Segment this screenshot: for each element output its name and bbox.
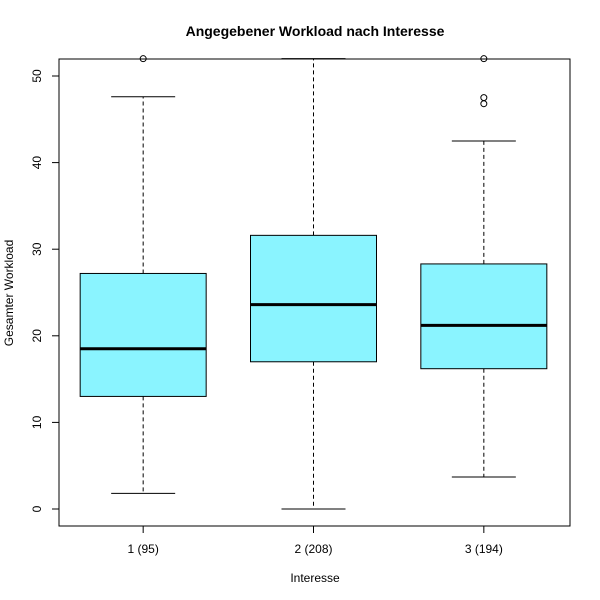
y-tick-label: 50 [30, 69, 44, 83]
x-axis-label: Interesse [290, 571, 340, 585]
x-tick-label: 2 (208) [294, 542, 332, 556]
y-tick-label: 40 [30, 156, 44, 170]
x-axis: 1 (95) 2 (208) 3 (194) [127, 525, 503, 556]
outlier-point [480, 94, 488, 102]
outlier-point [139, 55, 147, 63]
y-tick-label: 10 [30, 415, 44, 429]
outlier-point [480, 100, 488, 108]
x-tick-label: 1 (95) [127, 542, 158, 556]
box-group [420, 55, 548, 478]
y-axis: 0 10 20 30 40 50 [30, 69, 60, 512]
y-tick-label: 0 [30, 505, 44, 512]
chart-title: Angegebener Workload nach Interesse [186, 23, 445, 39]
y-axis-label: Gesamter Workload [2, 240, 16, 346]
box-iqr [250, 234, 377, 363]
box-iqr [79, 272, 207, 397]
y-tick-label: 30 [30, 242, 44, 256]
box-series [79, 55, 548, 510]
y-tick-label: 20 [30, 329, 44, 343]
box-iqr [420, 263, 548, 370]
outlier-point [480, 55, 488, 63]
box-group [250, 58, 377, 510]
box-group [79, 55, 207, 494]
x-tick-label: 3 (194) [465, 542, 503, 556]
